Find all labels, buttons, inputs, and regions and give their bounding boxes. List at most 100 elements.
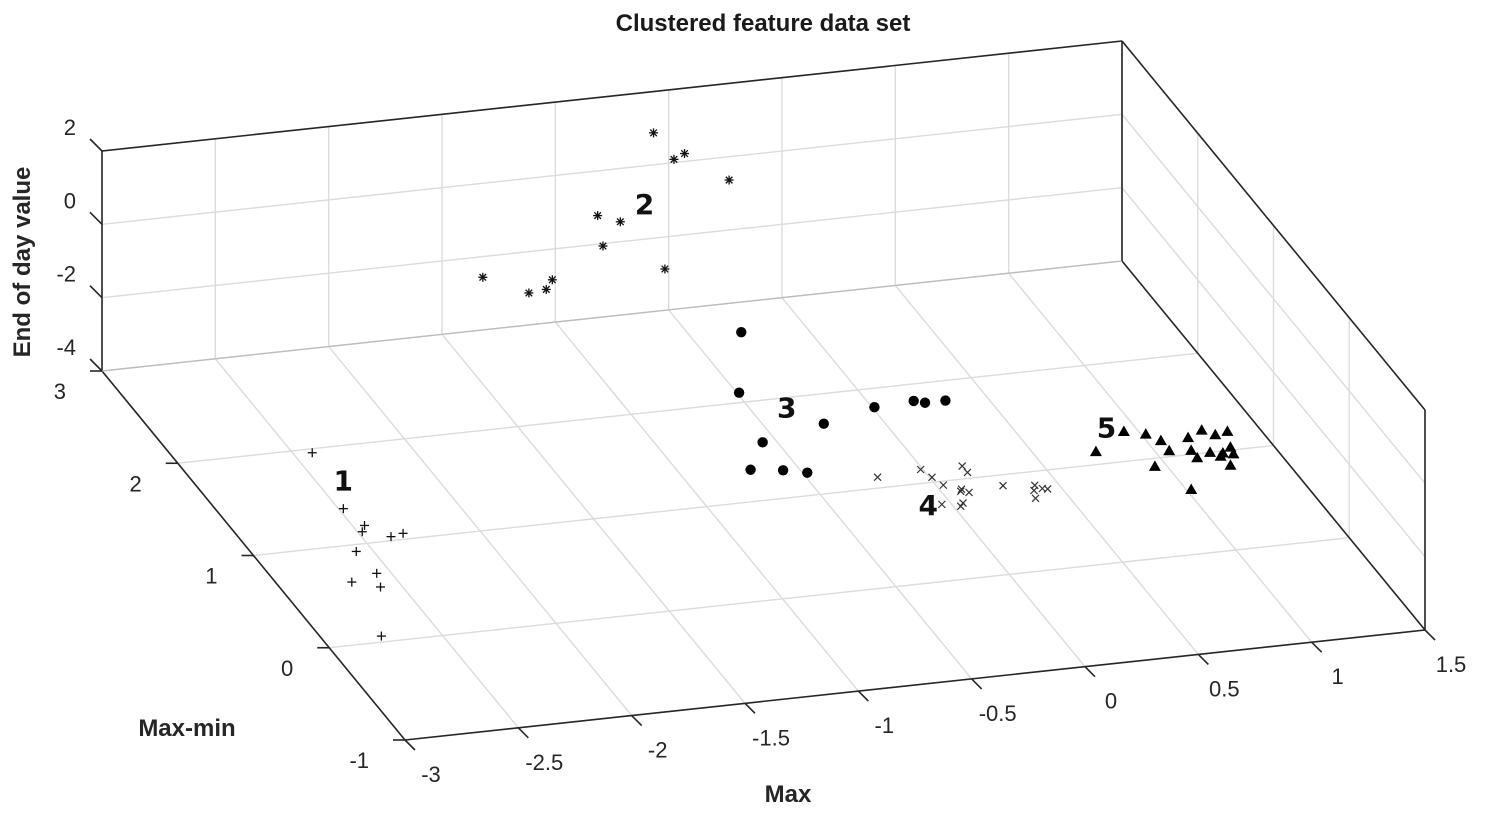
data-point-plus <box>307 448 317 458</box>
cluster-label: 4 <box>919 489 938 522</box>
data-point-cross <box>1030 486 1038 495</box>
data-point-triangle <box>1204 446 1217 457</box>
data-point-circle <box>818 418 830 429</box>
data-point-cross <box>873 473 882 482</box>
data-point-cross <box>937 500 946 509</box>
data-point-triangle <box>1227 447 1240 459</box>
y-tick-label: 0 <box>281 656 293 681</box>
x-tick-label: -3 <box>421 762 441 787</box>
data-point-circle <box>908 395 919 407</box>
data-point-asterisk <box>724 175 734 185</box>
x-tick-label: 0 <box>1105 689 1117 714</box>
data-point-cross <box>999 481 1007 490</box>
x-tick-label: 0.5 <box>1209 676 1240 701</box>
x-tick-mark <box>1311 641 1323 653</box>
top-right-edge <box>1121 40 1426 411</box>
series-3 <box>733 326 951 478</box>
x-tick-label: -2 <box>648 738 668 763</box>
x-tick-mark <box>744 702 756 714</box>
floor-grid-line-y <box>177 352 1198 464</box>
data-point-circle <box>757 437 768 448</box>
data-point-plus <box>386 532 396 542</box>
y-tick-label: 3 <box>54 379 66 404</box>
data-point-circle <box>869 401 880 413</box>
data-point-triangle <box>1221 425 1234 436</box>
series-2 <box>478 128 734 298</box>
data-point-plus <box>347 577 357 587</box>
data-point-asterisk <box>524 288 534 298</box>
data-point-circle <box>736 326 747 338</box>
data-point-asterisk <box>547 275 557 285</box>
data-point-asterisk <box>593 211 603 221</box>
top-back-edge <box>101 40 1123 152</box>
data-point-plus <box>398 528 408 538</box>
data-point-asterisk <box>680 149 690 159</box>
data-point-asterisk <box>598 241 608 251</box>
data-point-triangle <box>1185 483 1198 495</box>
cluster-labels-layer: 1 2 3 4 5 <box>334 188 1117 522</box>
x-tick-label: 1.5 <box>1436 652 1467 677</box>
data-point-triangle <box>1216 446 1229 458</box>
y-tick-label: -1 <box>349 748 369 773</box>
z-tick-mark <box>89 358 103 372</box>
data-point-plus <box>372 568 382 578</box>
z-tick-mark <box>89 138 103 152</box>
data-point-cross <box>1043 485 1052 493</box>
data-point-plus <box>376 631 386 641</box>
grid-layer <box>101 40 1426 741</box>
data-point-triangle <box>1224 459 1237 470</box>
data-point-triangle <box>1185 444 1198 455</box>
floor-grid-line-y <box>253 444 1274 557</box>
data-point-plus <box>376 582 386 592</box>
data-point-triangle <box>1148 460 1161 471</box>
data-point-triangle <box>1209 428 1222 440</box>
data-point-cross <box>965 488 973 497</box>
data-point-circle <box>940 395 951 406</box>
x-tick-mark <box>1424 629 1436 641</box>
x-tick-mark <box>404 739 416 751</box>
x-tick-label: -1 <box>875 713 895 738</box>
points-layer <box>307 128 1240 641</box>
x-tick-mark <box>857 690 869 702</box>
floor-grid-line-y <box>329 537 1350 649</box>
axes-box <box>101 40 1426 741</box>
x-tick-mark <box>631 714 643 727</box>
z-tick-mark <box>89 285 103 299</box>
z-tick-mark <box>89 211 103 225</box>
back-wall-grid-line-z <box>101 113 1123 226</box>
data-point-triangle <box>1195 424 1208 435</box>
x-tick-mark <box>517 727 529 739</box>
data-point-triangle <box>1191 451 1204 463</box>
floor-right-edge <box>1121 260 1426 631</box>
series-4 <box>873 462 1052 511</box>
data-point-asterisk <box>541 284 551 294</box>
cluster-label: 1 <box>334 465 353 498</box>
y-tick-label: 2 <box>130 471 142 496</box>
series-1 <box>307 448 408 641</box>
data-point-circle <box>745 464 756 475</box>
data-point-circle <box>802 467 813 478</box>
cluster-label: 5 <box>1097 411 1116 444</box>
data-point-asterisk <box>649 128 659 138</box>
data-point-asterisk <box>660 264 670 274</box>
data-point-cross <box>959 499 967 508</box>
data-point-plus <box>357 527 367 537</box>
data-point-circle <box>919 397 931 408</box>
data-point-triangle <box>1117 425 1130 437</box>
data-point-triangle <box>1182 431 1195 443</box>
data-point-plus <box>338 504 348 514</box>
x-tick-mark <box>1084 666 1096 678</box>
data-point-plus <box>360 520 370 530</box>
chart-title: Clustered feature data set <box>616 10 911 37</box>
data-point-triangle <box>1154 434 1167 446</box>
cluster-label: 3 <box>777 392 796 425</box>
data-point-asterisk <box>478 272 488 282</box>
data-point-triangle <box>1089 445 1102 457</box>
data-point-cross <box>956 502 965 511</box>
z-tick-label: -2 <box>56 262 76 287</box>
side-wall-grid-line-z <box>1121 187 1426 558</box>
floor-back-edge <box>101 260 1123 372</box>
z-tick-label: 0 <box>64 188 76 213</box>
cluster-label: 2 <box>635 188 654 221</box>
